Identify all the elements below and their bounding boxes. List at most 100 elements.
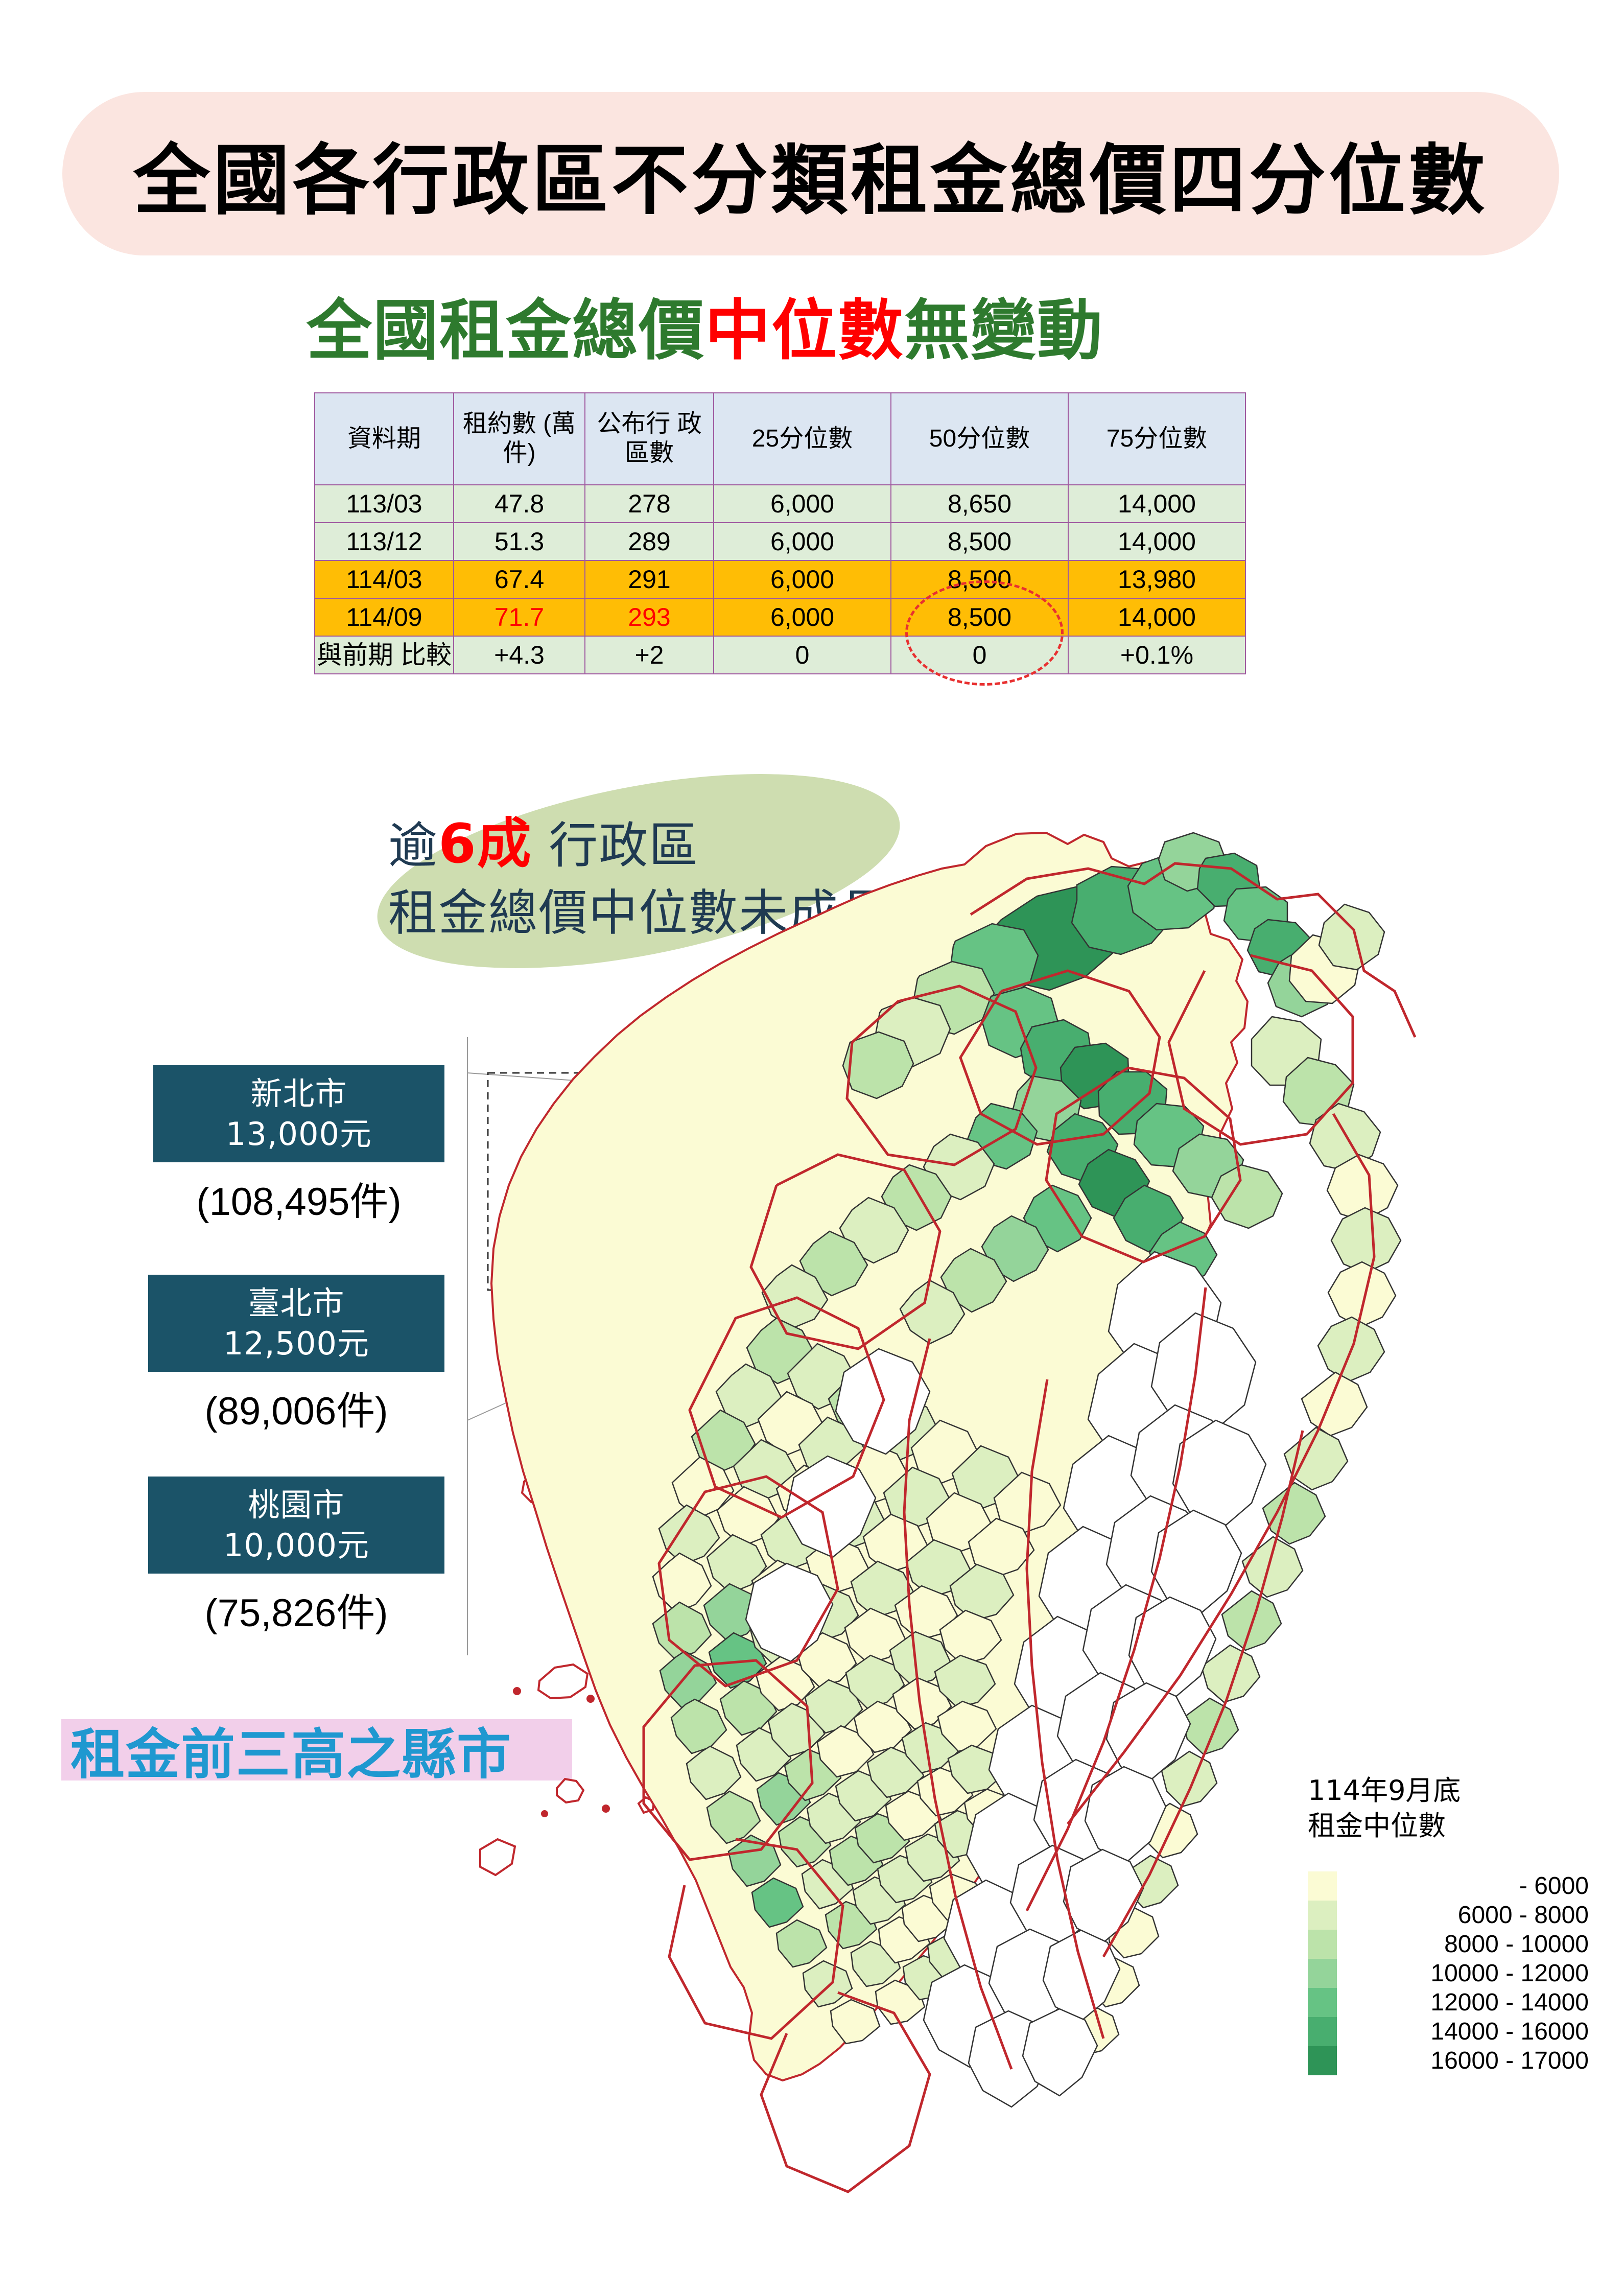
legend-swatch: [1308, 1959, 1337, 1988]
city-card-taoyuan: 桃園市 10,000元: [148, 1477, 444, 1574]
taiwan-main-island: [490, 831, 1417, 2193]
legend-row: 6000 - 8000: [1308, 1901, 1594, 1930]
legend-row: 14000 - 16000: [1308, 2017, 1594, 2047]
cell-districts: 289: [584, 522, 714, 561]
cell-q25: 6,000: [713, 522, 891, 561]
callout-suffix: 行政區: [532, 817, 699, 874]
cell-q75: 13,980: [1068, 560, 1246, 599]
central-districts: [652, 1317, 1062, 2045]
cell-period: 114/09: [314, 598, 454, 637]
legend-label: 14000 - 16000: [1430, 2018, 1589, 2046]
rank-badge: 租金前三高之縣市: [61, 1719, 572, 1786]
cell-q50: 0: [890, 636, 1069, 674]
interior-mountain-districts: [745, 1251, 1267, 2108]
table-row-highlighted: 114/09 71.7 293 6,000 8,500 14,000: [314, 598, 1246, 637]
cell-q75: 14,000: [1068, 522, 1246, 561]
cell-q25: 0: [713, 636, 891, 674]
cell-contracts: +4.3: [453, 636, 585, 674]
cell-q25: 6,000: [713, 484, 891, 523]
east-districts: [1068, 1016, 1402, 2056]
city-card-taipei: 臺北市 12,500元: [148, 1275, 444, 1372]
legend-row: 16000 - 17000: [1308, 2046, 1594, 2076]
legend-title: 114年9月底 租金中位數: [1308, 1774, 1461, 1842]
page-title: 全國各行政區不分類租金總價四分位數: [133, 136, 1488, 225]
column-header-q25: 25分位數: [713, 392, 891, 485]
column-header-contracts: 租約數 (萬件): [453, 392, 585, 485]
subtitle-part-1: 全國租金總價: [306, 292, 705, 369]
cell-contracts: 51.3: [453, 522, 585, 561]
cell-contracts: 47.8: [453, 484, 585, 523]
cell-districts: 293: [584, 598, 714, 637]
legend-label: 6000 - 8000: [1457, 1902, 1589, 1929]
cell-contracts: 67.4: [453, 560, 585, 599]
cell-q50: 8,650: [890, 484, 1069, 523]
city-name: 新北市: [250, 1074, 347, 1112]
cell-q25: 6,000: [713, 560, 891, 599]
legend-label: 10000 - 12000: [1430, 1960, 1589, 1987]
legend-label: 16000 - 17000: [1430, 2047, 1589, 2075]
cell-q75: 14,000: [1068, 484, 1246, 523]
legend-label: 8000 - 10000: [1444, 1931, 1589, 1958]
cell-q25: 6,000: [713, 598, 891, 637]
legend-swatch: [1308, 1901, 1337, 1930]
cell-q75: +0.1%: [1068, 636, 1246, 674]
column-header-districts: 公布行 政區數: [584, 392, 714, 485]
callout-highlight: 6成: [438, 812, 532, 875]
column-header-q75: 75分位數: [1068, 392, 1246, 485]
table-row-highlighted: 114/03 67.4 291 6,000 8,500 13,980: [314, 560, 1246, 599]
northeast-districts: [1288, 903, 1385, 1004]
taiwan-choropleth-map: [419, 828, 1441, 2217]
city-contract-count: (89,006件): [204, 1390, 388, 1433]
cell-districts: 291: [584, 560, 714, 599]
city-rent: 12,500元: [223, 1325, 369, 1362]
cell-period: 114/03: [314, 560, 454, 599]
legend-items: - 6000 6000 - 8000 8000 - 10000 10000 - 120…: [1308, 1871, 1594, 2076]
subtitle: 全國租金總價 中位數 無變動: [0, 276, 1410, 373]
city-contract-count: (75,826件): [204, 1591, 388, 1635]
legend-swatch: [1308, 1871, 1337, 1901]
cell-period: 113/12: [314, 522, 454, 561]
legend-swatch: [1308, 2046, 1337, 2076]
north-districts: [761, 832, 1335, 1345]
legend-swatch: [1308, 1988, 1337, 2018]
map-legend: 114年9月底 租金中位數 - 6000 6000 - 8000 8000 - 10…: [1308, 1773, 1594, 2076]
callout-line-1: 逾6成 行政區: [388, 807, 1103, 880]
city-card-new-taipei: 新北市 13,000元: [153, 1065, 444, 1162]
cell-q50: 8,500: [890, 560, 1069, 599]
map-svg: [467, 831, 1417, 2193]
cell-period: 與前期 比較: [314, 636, 454, 674]
cell-contracts: 71.7: [453, 598, 585, 637]
table-row-comparison: 與前期 比較 +4.3 +2 0 0 +0.1%: [314, 636, 1246, 674]
cell-period: 113/03: [314, 484, 454, 523]
rank-badge-label: 租金前三高之縣市: [70, 1723, 512, 1786]
column-header-period: 資料期: [314, 392, 454, 485]
cell-q75: 14,000: [1068, 598, 1246, 637]
city-rent: 13,000元: [226, 1115, 372, 1153]
legend-swatch: [1308, 1930, 1337, 1959]
table-row: 113/03 47.8 278 6,000 8,650 14,000: [314, 484, 1246, 523]
quartile-table: 資料期 租約數 (萬件) 公布行 政區數 25分位數 50分位數 75分位數 1…: [314, 392, 1246, 674]
subtitle-part-2: 中位數: [704, 292, 904, 369]
table-header-row: 資料期 租約數 (萬件) 公布行 政區數 25分位數 50分位數 75分位數: [314, 392, 1246, 485]
cell-districts: 278: [584, 484, 714, 523]
city-name: 臺北市: [248, 1284, 345, 1322]
legend-swatch: [1308, 2017, 1337, 2047]
legend-row: 12000 - 14000: [1308, 1988, 1594, 2018]
legend-row: 8000 - 10000: [1308, 1930, 1594, 1959]
cell-q50: 8,500: [890, 598, 1069, 637]
county-boundaries: [642, 862, 1417, 2193]
legend-row: - 6000: [1308, 1871, 1594, 1901]
legend-row: 10000 - 12000: [1308, 1959, 1594, 1988]
city-name: 桃園市: [248, 1486, 345, 1524]
subtitle-part-3: 無變動: [904, 292, 1104, 369]
legend-label: - 6000: [1519, 1872, 1589, 1900]
table-row: 113/12 51.3 289 6,000 8,500 14,000: [314, 522, 1246, 561]
city-contract-count: (108,495件): [196, 1180, 402, 1224]
column-header-q50: 50分位數: [890, 392, 1069, 485]
cell-q50: 8,500: [890, 522, 1069, 561]
city-rent: 10,000元: [223, 1527, 369, 1564]
cell-districts: +2: [584, 636, 714, 674]
header-banner: [62, 92, 1559, 255]
legend-label: 12000 - 14000: [1430, 1989, 1589, 2017]
callout-prefix: 逾: [388, 817, 438, 874]
